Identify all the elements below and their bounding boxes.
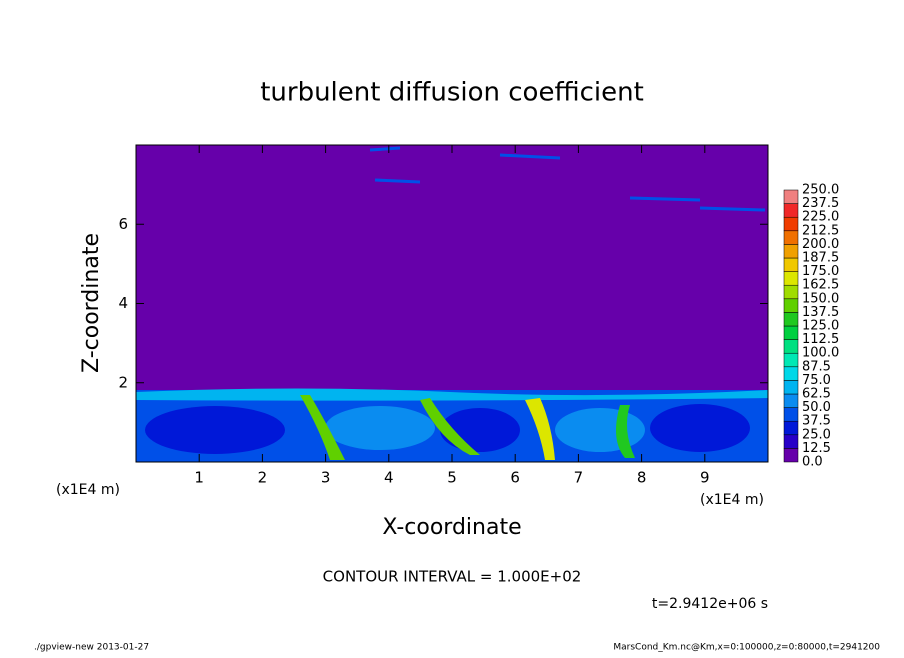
field-plume	[525, 398, 555, 460]
colorbar-label: 50.0	[802, 400, 831, 415]
colorbar-label: 200.0	[802, 237, 839, 252]
colorbar-band	[783, 407, 799, 422]
colorbar-band	[783, 339, 799, 354]
x-tick-label: 9	[700, 469, 710, 487]
y-tick-label: 4	[118, 294, 128, 312]
colorbar-label: 100.0	[802, 346, 839, 361]
x-tick-label: 6	[510, 469, 520, 487]
colorbar-label: 112.5	[802, 332, 839, 347]
colorbar-label: 0.0	[802, 455, 823, 470]
x-tick-label: 3	[321, 469, 331, 487]
field-plume	[300, 395, 345, 460]
colorbar-band	[783, 189, 799, 204]
colorbar-label: 150.0	[802, 291, 839, 306]
colorbar-band	[783, 230, 799, 245]
time-label: t=2.9412e+06 s	[652, 596, 768, 612]
colorbar-label: 12.5	[802, 441, 831, 456]
colorbar-label: 137.5	[802, 305, 839, 320]
colorbar-band	[783, 448, 799, 463]
colorbar-label: 175.0	[802, 264, 839, 279]
x-tick-label: 7	[574, 469, 584, 487]
colorbar-band	[783, 271, 799, 286]
contour-interval: CONTOUR INTERVAL = 1.000E+02	[323, 568, 582, 586]
colorbar-band	[783, 366, 799, 381]
y-tick-label: 6	[118, 215, 128, 233]
colorbar-label: 62.5	[802, 387, 831, 402]
field-plume	[616, 405, 635, 458]
field-eddy	[650, 404, 750, 452]
x-tick-label: 5	[447, 469, 457, 487]
colorbar-band	[783, 380, 799, 395]
y-tick-label: 2	[118, 373, 128, 391]
colorbar-label: 25.0	[802, 427, 831, 442]
x-unit: (x1E4 m)	[56, 482, 120, 498]
colorbar-band	[783, 420, 799, 436]
field-eddy	[555, 408, 645, 452]
footer-left: ./gpview-new 2013-01-27	[34, 643, 149, 653]
colorbar-band	[783, 298, 799, 313]
x-axis-label: X-coordinate	[382, 515, 521, 540]
field-eddy	[145, 406, 285, 454]
colorbar-band	[783, 203, 799, 218]
colorbar-label: 37.5	[802, 414, 831, 429]
colorbar-label: 125.0	[802, 319, 839, 334]
colorbar-label: 187.5	[802, 251, 839, 266]
colorbar-label: 225.0	[802, 210, 839, 225]
x-tick-label: 8	[637, 469, 647, 487]
x-unit-right: (x1E4 m)	[700, 492, 764, 508]
field-plume	[420, 398, 480, 455]
colorbar-label: 87.5	[802, 359, 831, 374]
colorbar-band	[783, 393, 799, 408]
colorbar-band	[783, 312, 799, 327]
x-tick-label: 1	[194, 469, 204, 487]
field-edge	[136, 388, 768, 401]
colorbar-label: 75.0	[802, 373, 831, 388]
footer-right: MarsCond_Km.nc@Km,x=0:100000,z=0:80000,t…	[613, 643, 880, 653]
colorbar-band	[783, 257, 799, 272]
colorbar-band	[783, 325, 799, 340]
field-streak	[369, 146, 766, 212]
colorbar-band	[783, 434, 799, 449]
colorbar-band	[783, 244, 799, 259]
x-tick-label: 4	[384, 469, 394, 487]
field-eddy	[325, 406, 435, 450]
chart-title: turbulent diffusion coefficient	[260, 78, 644, 108]
colorbar-label: 250.0	[802, 183, 839, 198]
colorbar-band	[783, 284, 799, 300]
colorbar-label: 162.5	[802, 278, 839, 293]
colorbar-band	[783, 352, 799, 368]
colorbar-label: 212.5	[802, 223, 839, 238]
colorbar-label: 237.5	[802, 196, 839, 211]
colorbar-band	[783, 216, 799, 232]
x-tick-label: 2	[258, 469, 268, 487]
y-axis-label: Z-coordinate	[79, 233, 104, 373]
field	[136, 145, 768, 462]
